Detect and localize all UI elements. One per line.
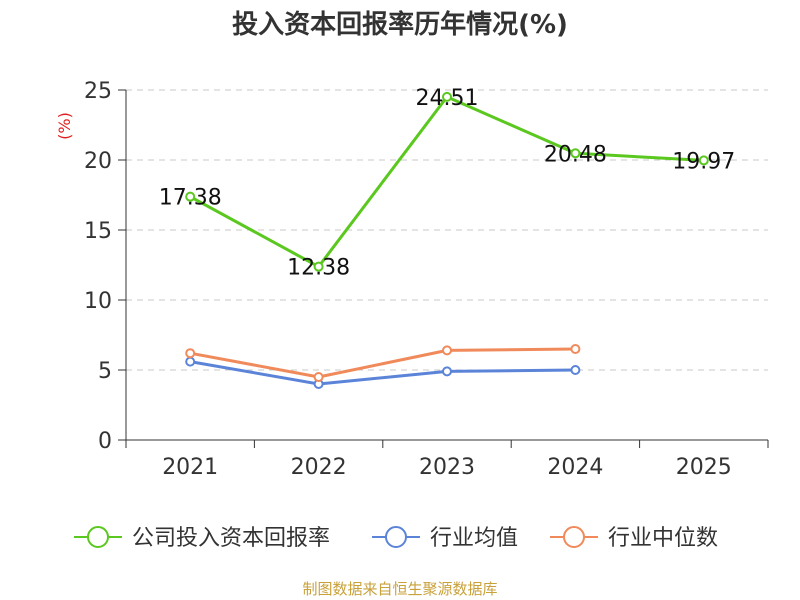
data-point (570, 148, 581, 159)
y-tick-label: 25 (84, 79, 112, 104)
data-labels: 17.38 12.38 24.51 20.48 19.97 (159, 86, 736, 281)
legend-label: 行业均值 (430, 526, 518, 551)
x-tick-label: 2022 (291, 455, 347, 480)
x-tick-label: 2023 (419, 455, 475, 480)
data-point (313, 261, 324, 272)
series-line-2 (189, 347, 576, 379)
data-label: 12.38 (287, 256, 350, 281)
legend-label: 公司投入资本回报率 (132, 526, 330, 551)
series-layer (185, 91, 709, 389)
data-point (185, 356, 196, 367)
legend-item-1: 行业均值 (372, 526, 518, 551)
legend-marker (385, 526, 407, 548)
y-tick-label: 0 (98, 429, 112, 454)
data-point (442, 366, 452, 377)
legend-label: 行业中位数 (608, 526, 718, 551)
data-point (570, 365, 581, 375)
legend-marker (87, 526, 109, 548)
x-tick-label: 2021 (162, 455, 218, 480)
chart-title: 投入资本回报率历年情况(%) (232, 10, 568, 40)
data-label: 17.38 (159, 186, 222, 211)
data-label: 20.48 (544, 142, 607, 167)
data-point (570, 344, 581, 354)
data-point (185, 191, 196, 202)
legend-item-0: 公司投入资本回报率 (74, 526, 330, 551)
data-point (185, 348, 196, 359)
legend-item-2: 行业中位数 (550, 526, 718, 551)
data-source-note: 制图数据来自恒生聚源数据库 (302, 580, 498, 598)
y-tick-label: 5 (98, 359, 112, 384)
data-point (442, 345, 452, 356)
series-line-0 (189, 95, 704, 269)
data-label: 24.51 (416, 86, 479, 111)
data-point (313, 372, 324, 382)
data-point (442, 91, 452, 102)
series-line-1 (189, 360, 576, 386)
legend-marker (563, 526, 585, 548)
y-axis-label: (%) (55, 112, 74, 140)
grid-lines (126, 89, 768, 371)
x-tick-label: 2025 (676, 455, 732, 480)
y-tick-label: 15 (84, 219, 112, 244)
y-tick-label: 10 (84, 289, 112, 314)
legend: 公司投入资本回报率 行业均值 行业中位数 (74, 526, 718, 551)
data-point (698, 155, 709, 166)
x-tick-label: 2024 (547, 455, 603, 480)
y-tick-label: 20 (84, 149, 112, 174)
data-label: 19.97 (672, 149, 735, 174)
